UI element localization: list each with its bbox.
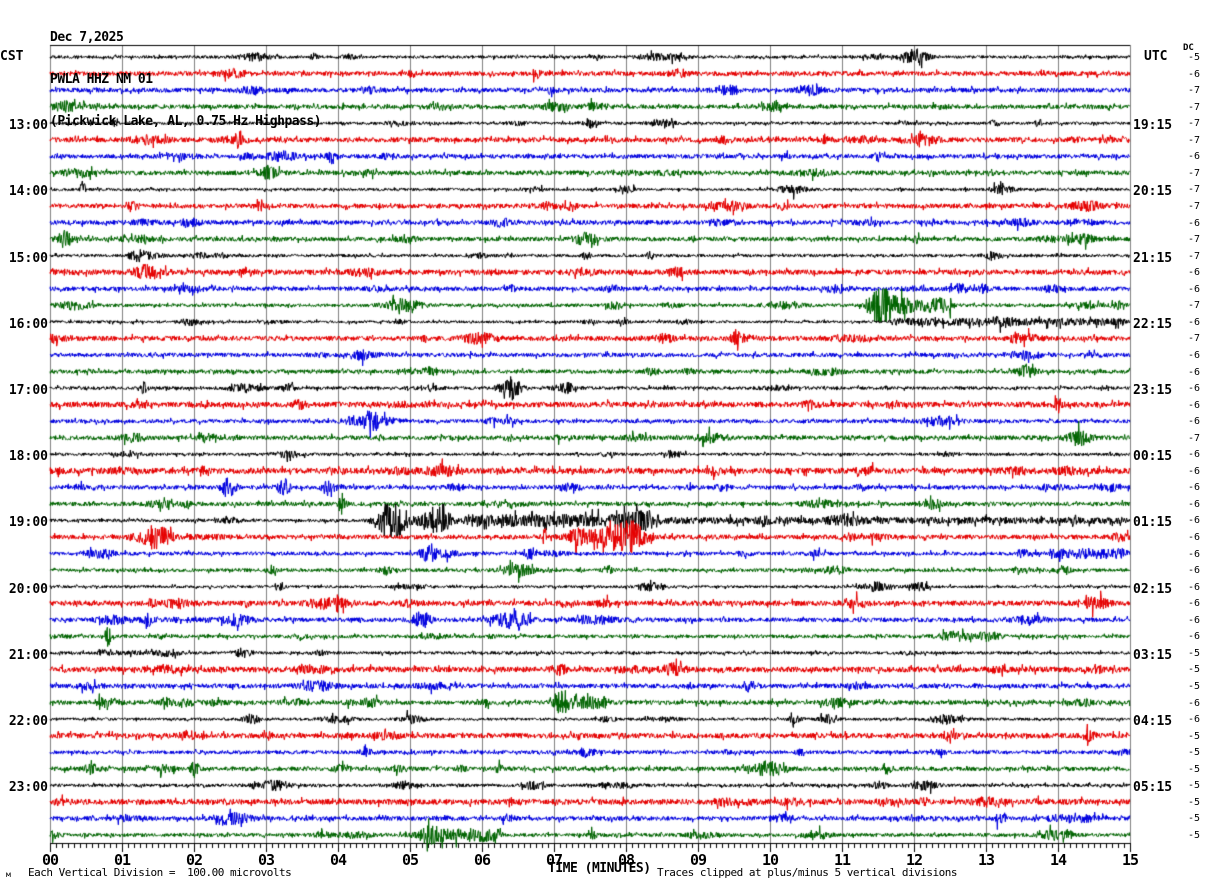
x-tick-label: 01	[113, 851, 131, 869]
row-dc-value: -6	[1188, 151, 1201, 163]
x-tick-label: 12	[905, 851, 923, 869]
row-dc-value: -7	[1188, 300, 1201, 312]
x-tick-label: 10	[761, 851, 779, 869]
vertical-division-note: Each Vertical Division = 100.00 microvol…	[28, 866, 292, 879]
row-dc-value: -5	[1188, 52, 1201, 63]
x-axis-title: TIME (MINUTES)	[548, 861, 651, 876]
row-dc-value: -5	[1188, 747, 1201, 759]
row-dc-value: -7	[1188, 333, 1201, 345]
row-dc-value: -6	[1188, 316, 1201, 328]
row-dc-value: -5	[1188, 829, 1201, 841]
row-label-cst: 15:00	[8, 250, 48, 266]
row-dc-value: -6	[1188, 697, 1201, 709]
x-tick-label: 06	[473, 851, 491, 869]
row-dc-value: -5	[1188, 681, 1201, 692]
row-label-cst: 20:00	[8, 581, 48, 597]
row-dc-value: -6	[1188, 581, 1201, 593]
row-dc-value: -7	[1188, 250, 1201, 262]
row-dc-value: -6	[1188, 366, 1201, 378]
row-label-utc: 23:15	[1133, 383, 1173, 399]
row-label-utc: 04:15	[1133, 714, 1173, 730]
row-dc-value: -6	[1188, 399, 1201, 411]
right-timezone-header: UTC	[1144, 49, 1168, 64]
row-dc-value: -6	[1188, 416, 1201, 428]
row-label-cst: 17:00	[8, 383, 48, 399]
row-dc-value: -7	[1188, 200, 1201, 212]
row-dc-value: -6	[1188, 631, 1201, 643]
row-dc-value: -6	[1188, 714, 1201, 726]
dc-offset-header: DC	[1183, 43, 1194, 53]
row-label-utc: 02:15	[1133, 581, 1173, 597]
row-dc-value: -7	[1188, 118, 1201, 130]
row-dc-value: -6	[1188, 217, 1201, 229]
row-label-cst: 21:00	[8, 647, 48, 663]
row-label-utc: 03:15	[1133, 647, 1173, 663]
row-dc-value: -5	[1188, 763, 1201, 775]
row-label-utc: 19:15	[1133, 118, 1173, 134]
x-tick-label: 00	[41, 851, 59, 869]
row-label-cst: 18:00	[8, 449, 48, 465]
row-dc-value: -5	[1188, 730, 1201, 742]
x-tick-label: 03	[257, 851, 275, 869]
x-tick-label: 15	[1121, 851, 1139, 869]
row-dc-value: -6	[1188, 383, 1201, 395]
title-date: Dec 7,2025	[50, 30, 124, 45]
row-label-cst: 16:00	[8, 316, 48, 332]
row-label-utc: 05:15	[1133, 780, 1173, 796]
plot-title-block: Dec 7,2025 PWLA HHZ NM 01 (Pickwick Lake…	[50, 3, 322, 157]
row-dc-value: -7	[1188, 167, 1201, 179]
row-dc-value: -5	[1188, 647, 1201, 659]
x-tick-label: 09	[689, 851, 707, 869]
x-tick-label: 05	[401, 851, 419, 869]
clipping-note: Traces clipped at plus/minus 5 vertical …	[657, 866, 958, 879]
row-label-cst: 13:00	[8, 118, 48, 134]
row-dc-value: -5	[1188, 813, 1201, 825]
x-tick-label: 14	[1049, 851, 1067, 869]
row-dc-value: -6	[1188, 515, 1201, 527]
row-label-utc: 01:15	[1133, 515, 1173, 531]
row-dc-value: -6	[1188, 349, 1201, 361]
x-tick-label: 11	[833, 851, 851, 869]
left-timezone-header: CST	[0, 49, 24, 64]
row-dc-value: -7	[1188, 184, 1201, 196]
watermark-glyph: м	[6, 870, 11, 879]
row-dc-value: -6	[1188, 283, 1201, 295]
row-label-utc: 00:15	[1133, 449, 1173, 465]
row-dc-value: -7	[1188, 234, 1201, 246]
row-dc-value: -5	[1188, 780, 1201, 792]
x-tick-label: 04	[329, 851, 347, 869]
row-dc-value: -7	[1188, 85, 1201, 97]
row-dc-value: -6	[1188, 598, 1201, 610]
row-dc-value: -7	[1188, 432, 1201, 444]
row-dc-value: -6	[1188, 449, 1201, 461]
row-dc-value: -6	[1188, 267, 1201, 279]
row-label-cst: 23:00	[8, 780, 48, 796]
row-dc-value: -6	[1188, 614, 1201, 626]
row-label-utc: 20:15	[1133, 184, 1173, 200]
x-tick-label: 08	[617, 851, 635, 869]
row-dc-value: -6	[1188, 68, 1201, 80]
x-tick-label: 13	[977, 851, 995, 869]
row-dc-value: -6	[1188, 482, 1201, 494]
row-label-cst: 14:00	[8, 184, 48, 200]
x-tick-label: 02	[185, 851, 203, 869]
row-dc-value: -7	[1188, 134, 1201, 146]
row-dc-value: -7	[1188, 101, 1201, 113]
row-dc-value: -6	[1188, 465, 1201, 477]
title-station: PWLA HHZ NM 01	[50, 72, 153, 87]
x-tick-label: 07	[545, 851, 563, 869]
row-dc-value: -6	[1188, 548, 1201, 560]
row-dc-value: -6	[1188, 532, 1201, 544]
row-dc-value: -6	[1188, 565, 1201, 577]
row-dc-value: -5	[1188, 664, 1201, 676]
row-label-utc: 21:15	[1133, 250, 1173, 266]
title-subtitle: (Pickwick Lake, AL, 0.75 Hz Highpass)	[50, 114, 322, 129]
row-label-utc: 22:15	[1133, 316, 1173, 332]
row-label-cst: 22:00	[8, 714, 48, 730]
row-dc-value: -6	[1188, 498, 1201, 510]
row-label-cst: 19:00	[8, 515, 48, 531]
row-dc-value: -5	[1188, 796, 1201, 808]
